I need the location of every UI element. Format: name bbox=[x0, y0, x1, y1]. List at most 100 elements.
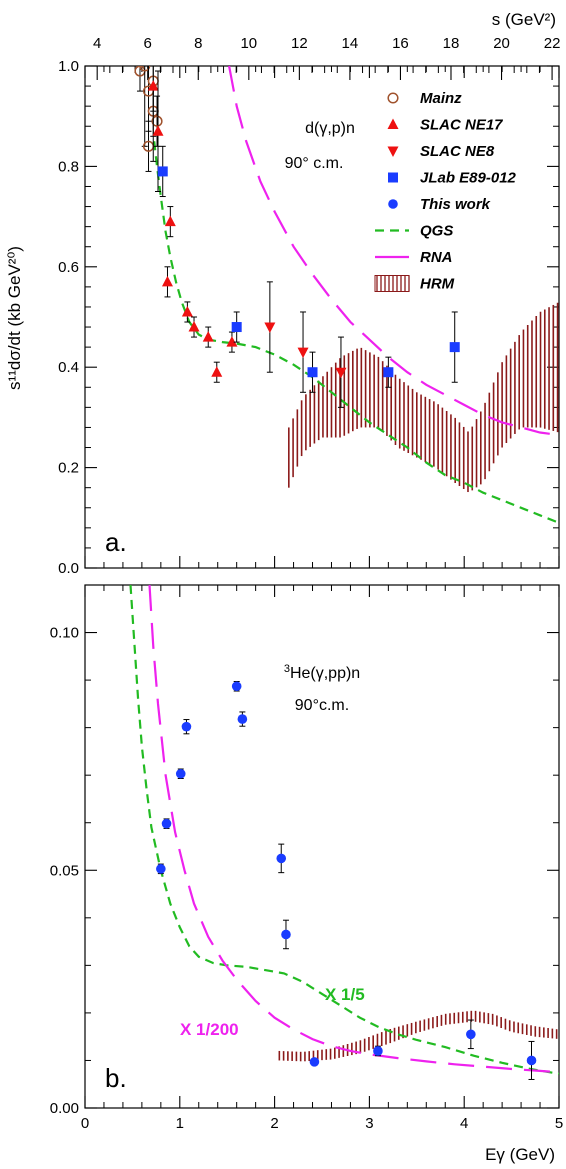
b-xtick-label: 0 bbox=[81, 1115, 89, 1132]
a-point-slac-ne8 bbox=[297, 347, 309, 359]
legend-marker-slac-ne17 bbox=[387, 118, 399, 129]
legend-marker-slac-ne8 bbox=[387, 146, 399, 157]
a-stick-label: 20 bbox=[493, 35, 510, 52]
b-xtick-label: 2 bbox=[270, 1115, 278, 1132]
a-point-slac-ne17 bbox=[181, 305, 193, 317]
a-point-slac-ne8 bbox=[264, 322, 276, 334]
legend-label-mainz: Mainz bbox=[420, 90, 462, 107]
a-point-jlab-e89-012 bbox=[383, 367, 394, 378]
b-point-this-work bbox=[281, 929, 291, 940]
reaction-sup-b: 3 bbox=[284, 663, 290, 675]
b-point-this-work bbox=[466, 1029, 476, 1040]
a-stick-label: 16 bbox=[392, 35, 409, 52]
a-point-mainz bbox=[139, 66, 151, 72]
panel-b-ticks: 0.00 0.05 0.10 0 1 2 3 4 5 bbox=[50, 584, 563, 1132]
a-curve-qgs bbox=[153, 141, 559, 524]
panel-a-points bbox=[134, 66, 460, 408]
panel-label-a: a. bbox=[105, 527, 127, 557]
a-curve-rna bbox=[228, 66, 559, 437]
a-stick-label: 6 bbox=[144, 35, 152, 52]
legend: Mainz SLAC NE17 SLAC NE8 JLab E89-012 This w… bbox=[374, 90, 517, 293]
a-point-slac-ne17 bbox=[164, 215, 176, 227]
legend-label-slac-ne17: SLAC NE17 bbox=[420, 117, 503, 134]
top-axis-label-text: s (GeV²) bbox=[492, 10, 556, 29]
b-xtick-label: 5 bbox=[555, 1115, 563, 1132]
reaction-label-b: 3He(γ,pp)n bbox=[284, 663, 360, 682]
b-point-this-work bbox=[237, 714, 248, 724]
b-ytick-label: 0.05 bbox=[50, 862, 79, 879]
b-ytick-label: 0.00 bbox=[50, 1100, 79, 1117]
a-point-mainz bbox=[151, 115, 163, 127]
b-point-this-work bbox=[309, 1057, 320, 1067]
panel-b-points bbox=[156, 681, 537, 1080]
a-point-jlab-e89-012 bbox=[307, 367, 318, 378]
b-point-this-work bbox=[175, 768, 186, 779]
a-ytick-label: 0.6 bbox=[58, 259, 79, 276]
a-point-slac-ne8 bbox=[335, 367, 347, 379]
b-point-this-work bbox=[231, 681, 242, 692]
b-point-this-work bbox=[526, 1055, 537, 1066]
a-ytick-label: 0.4 bbox=[58, 359, 79, 376]
b-xtick-label: 3 bbox=[365, 1115, 373, 1132]
a-point-jlab-e89-012 bbox=[449, 342, 460, 353]
b-ytick-label: 0.10 bbox=[50, 625, 79, 642]
scale-label-qgs: X 1/5 bbox=[325, 985, 365, 1004]
panel-b-hrm-band bbox=[278, 1010, 558, 1062]
scale-label-rna: X 1/200 bbox=[180, 1020, 239, 1039]
legend-label-qgs: QGS bbox=[420, 223, 453, 240]
panel-b: 0.000.050.100 1 2 3 4 5 Eγ (GeV) 3He(γ,pp)n 9… bbox=[50, 584, 563, 1164]
a-ytick-label: 1.0 bbox=[58, 58, 79, 75]
a-ytick-label: 0.8 bbox=[58, 158, 79, 175]
legend-label-slac-ne8: SLAC NE8 bbox=[420, 143, 495, 160]
panel-a-curves bbox=[153, 66, 559, 524]
legend-label-hrm: HRM bbox=[420, 276, 455, 293]
b-xtick-label: 1 bbox=[176, 1115, 184, 1132]
a-ytick-label: 0.2 bbox=[58, 460, 79, 477]
a-point-slac-ne17 bbox=[202, 331, 214, 342]
b-point-this-work bbox=[161, 818, 172, 829]
b-curve-qgs bbox=[129, 585, 559, 1075]
a-point-slac-ne17 bbox=[147, 80, 159, 91]
a-point-slac-ne17 bbox=[226, 336, 238, 347]
a-stick-label: 22 bbox=[544, 35, 561, 52]
angle-label-a: 90° c.m. bbox=[285, 155, 344, 172]
panel-b-frame bbox=[84, 584, 560, 1109]
legend-marker-mainz bbox=[387, 92, 399, 104]
a-stick-label: 8 bbox=[194, 35, 202, 52]
x-axis-label: Eγ (GeV) bbox=[485, 1145, 555, 1164]
a-stick-label: 18 bbox=[443, 35, 460, 52]
b-point-this-work bbox=[156, 864, 166, 874]
b-xtick-label: 4 bbox=[460, 1115, 468, 1132]
b-point-this-work bbox=[373, 1046, 383, 1056]
b-point-this-work bbox=[181, 721, 192, 732]
reaction-text-b: He(γ,pp)n bbox=[290, 665, 360, 682]
top-axis-label: s (GeV²) bbox=[492, 10, 556, 29]
a-point-jlab-e89-012 bbox=[231, 322, 242, 333]
a-stick-label: 10 bbox=[240, 35, 257, 52]
reaction-label-a: d(γ,p)n bbox=[305, 120, 355, 137]
a-ytick-label: 0.0 bbox=[58, 560, 79, 577]
panel-a-ticks: 0.0 0.2 0.4 0.6 0.8 1.0 4 6 8 10 12 14 16 18 20 22 bbox=[58, 35, 560, 577]
panel-a-frame bbox=[84, 65, 560, 569]
a-point-slac-ne17 bbox=[211, 366, 223, 377]
panel-label-b: b. bbox=[105, 1063, 127, 1093]
a-point-slac-ne17 bbox=[152, 125, 164, 136]
legend-label-jlab-e89-012: JLab E89-012 bbox=[420, 170, 517, 187]
a-stick-label: 4 bbox=[93, 35, 101, 52]
panel-a: 0.0 0.2 0.4 0.6 0.8 1.0 4 6 8 10 12 14 16 18 20 22 Main… bbox=[5, 10, 560, 577]
angle-label-b: 90°c.m. bbox=[295, 697, 349, 714]
legend-band-hrm bbox=[374, 275, 410, 292]
legend-label-rna: RNA bbox=[420, 249, 453, 266]
a-stick-label: 12 bbox=[291, 35, 308, 52]
b-point-this-work bbox=[276, 853, 287, 864]
y-axis-label: s¹¹dσ/dt (kb GeV²⁰) bbox=[5, 246, 24, 390]
panel-b-curves bbox=[129, 585, 559, 1075]
legend-marker-jlab-e89-012 bbox=[388, 172, 398, 183]
b-curve-rna bbox=[148, 585, 559, 1074]
a-point-jlab-e89-012 bbox=[157, 166, 168, 177]
panel-a-hrm-band bbox=[288, 302, 559, 493]
a-point-slac-ne17 bbox=[161, 275, 173, 287]
legend-marker-this-work bbox=[388, 199, 398, 209]
legend-label-this-work: This work bbox=[420, 196, 491, 213]
